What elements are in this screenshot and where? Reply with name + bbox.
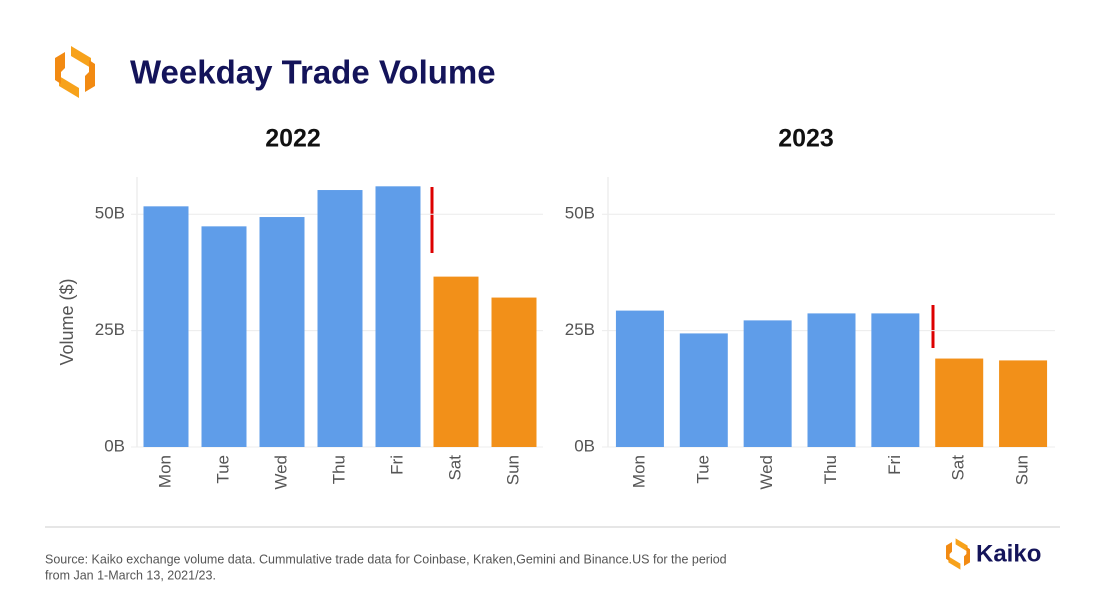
logo-shape bbox=[59, 76, 79, 98]
bar bbox=[935, 358, 984, 447]
bar bbox=[999, 360, 1048, 447]
y-tick-label: 25B bbox=[95, 320, 125, 339]
y-tick-label: 0B bbox=[104, 436, 125, 455]
x-tick-label: Fri bbox=[885, 455, 904, 475]
bar bbox=[375, 186, 421, 447]
chart: 2022 Volume ($) 0B 25B 50B Mon Tue Wed Thu Fri Sat… bbox=[57, 125, 543, 490]
brand-name: Kaiko bbox=[976, 540, 1041, 567]
source-line: from Jan 1-March 13, 2021/23. bbox=[45, 568, 216, 582]
bar bbox=[259, 217, 305, 447]
logo-shape bbox=[85, 60, 95, 92]
y-tick-label: 25B bbox=[565, 320, 595, 339]
x-tick-label: Thu bbox=[329, 455, 348, 484]
logo-shape bbox=[948, 556, 961, 570]
x-tick-label: Mon bbox=[155, 455, 174, 488]
x-tick-label: Tue bbox=[693, 455, 712, 484]
logo-shape bbox=[946, 542, 952, 562]
bar bbox=[871, 313, 920, 447]
bar bbox=[615, 310, 664, 447]
y-tick-label: 50B bbox=[565, 204, 595, 223]
x-tick-label: Wed bbox=[757, 455, 776, 490]
logo-shape bbox=[71, 46, 91, 68]
x-tick-label: Sat bbox=[445, 455, 464, 481]
bar bbox=[491, 297, 537, 447]
bar bbox=[317, 190, 363, 447]
y-tick-label: 50B bbox=[95, 204, 125, 223]
bar bbox=[201, 226, 247, 447]
slide-title: Weekday Trade Volume bbox=[130, 54, 496, 91]
bar bbox=[143, 206, 189, 447]
chart-title: 2022 bbox=[265, 125, 321, 153]
y-tick-label: 0B bbox=[574, 436, 595, 455]
brand-logo bbox=[946, 538, 970, 570]
y-axis-label: Volume ($) bbox=[57, 278, 77, 365]
x-tick-label: Tue bbox=[213, 455, 232, 484]
x-tick-label: Fri bbox=[387, 455, 406, 475]
x-tick-label: Thu bbox=[821, 455, 840, 484]
x-tick-label: Sat bbox=[949, 455, 968, 481]
x-tick-label: Wed bbox=[271, 455, 290, 490]
logo-shape bbox=[964, 546, 970, 566]
source-line: Source: Kaiko exchange volume data. Cumm… bbox=[45, 552, 727, 566]
x-tick-label: Sun bbox=[1013, 455, 1032, 485]
logo bbox=[55, 46, 95, 98]
bar bbox=[433, 276, 479, 447]
bar bbox=[807, 313, 856, 447]
logo-shape bbox=[55, 52, 65, 84]
x-tick-label: Sun bbox=[503, 455, 522, 485]
bar bbox=[679, 333, 728, 447]
bar bbox=[743, 320, 792, 447]
chart: 2023 0B 25B 50B Mon Tue Wed Thu Fri Sat Sun bbox=[565, 125, 1055, 490]
logo-shape bbox=[955, 538, 968, 552]
chart-title: 2023 bbox=[778, 125, 834, 153]
x-tick-label: Mon bbox=[629, 455, 648, 488]
